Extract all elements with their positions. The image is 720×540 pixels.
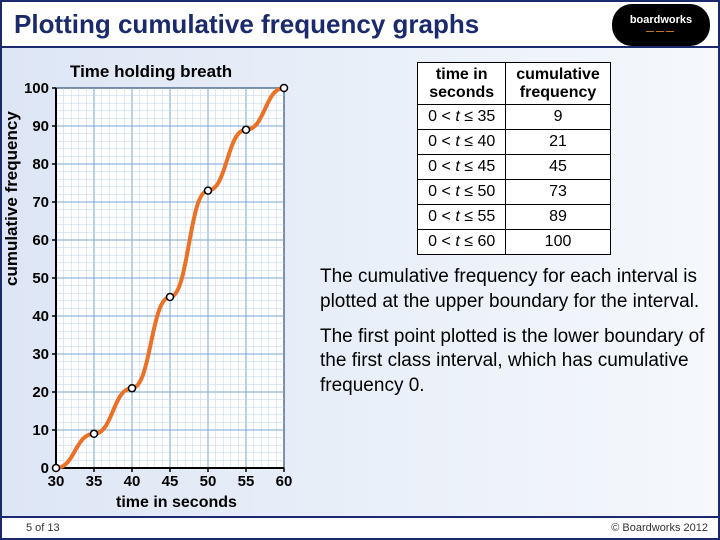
table-header: cumulativefrequency — [506, 63, 611, 105]
title-bar: Plotting cumulative frequency graphs — [2, 2, 718, 48]
logo: boardworks ——— — [612, 4, 710, 46]
table-cell: 0 < t ≤ 40 — [418, 130, 506, 155]
svg-text:90: 90 — [32, 118, 49, 135]
table-cell: 0 < t ≤ 55 — [418, 205, 506, 230]
table-cell: 0 < t ≤ 45 — [418, 155, 506, 180]
svg-text:50: 50 — [32, 270, 49, 287]
svg-text:20: 20 — [32, 384, 49, 401]
svg-text:40: 40 — [124, 473, 141, 490]
copyright: © Boardworks 2012 — [611, 522, 708, 534]
table-row: 0 < t ≤ 4545 — [418, 155, 611, 180]
footer: 5 of 13 © Boardworks 2012 — [2, 516, 718, 538]
page-indicator: 5 of 13 — [26, 522, 60, 534]
chart-column: Time holding breath cumulative frequency… — [8, 56, 308, 516]
svg-text:60: 60 — [32, 232, 49, 249]
frequency-table: time insecondscumulativefrequency0 < t ≤… — [417, 62, 611, 255]
svg-text:45: 45 — [162, 473, 179, 490]
svg-text:50: 50 — [200, 473, 217, 490]
table-cell: 0 < t ≤ 50 — [418, 180, 506, 205]
svg-text:60: 60 — [276, 473, 293, 490]
svg-text:80: 80 — [32, 156, 49, 173]
svg-text:70: 70 — [32, 194, 49, 211]
table-cell: 89 — [506, 205, 611, 230]
svg-text:40: 40 — [32, 308, 49, 325]
cumulative-frequency-chart: 010203040506070809010030354045505560 — [8, 60, 308, 500]
right-column: time insecondscumulativefrequency0 < t ≤… — [308, 56, 708, 516]
body-area: Time holding breath cumulative frequency… — [2, 48, 718, 516]
svg-text:100: 100 — [24, 80, 49, 97]
table-cell: 73 — [506, 180, 611, 205]
table-cell: 45 — [506, 155, 611, 180]
slide-title: Plotting cumulative frequency graphs — [14, 9, 479, 40]
table-cell: 0 < t ≤ 60 — [418, 230, 506, 255]
svg-text:30: 30 — [32, 346, 49, 363]
table-row: 0 < t ≤ 5073 — [418, 180, 611, 205]
table-cell: 21 — [506, 130, 611, 155]
logo-sub: ——— — [646, 28, 676, 36]
paragraph-2: The first point plotted is the lower bou… — [320, 325, 708, 399]
table-row: 0 < t ≤ 60100 — [418, 230, 611, 255]
table-cell: 0 < t ≤ 35 — [418, 105, 506, 130]
table-row: 0 < t ≤ 359 — [418, 105, 611, 130]
svg-text:35: 35 — [86, 473, 103, 490]
table-row: 0 < t ≤ 5589 — [418, 205, 611, 230]
paragraph-1: The cumulative frequency for each interv… — [320, 265, 708, 314]
table-cell: 100 — [506, 230, 611, 255]
x-axis-label: time in seconds — [116, 494, 237, 512]
table-row: 0 < t ≤ 4021 — [418, 130, 611, 155]
table-header: time inseconds — [418, 63, 506, 105]
svg-text:10: 10 — [32, 422, 49, 439]
slide: Plotting cumulative frequency graphs boa… — [0, 0, 720, 540]
svg-text:55: 55 — [238, 473, 255, 490]
table-cell: 9 — [506, 105, 611, 130]
svg-text:30: 30 — [48, 473, 65, 490]
logo-text: boardworks — [630, 15, 692, 26]
